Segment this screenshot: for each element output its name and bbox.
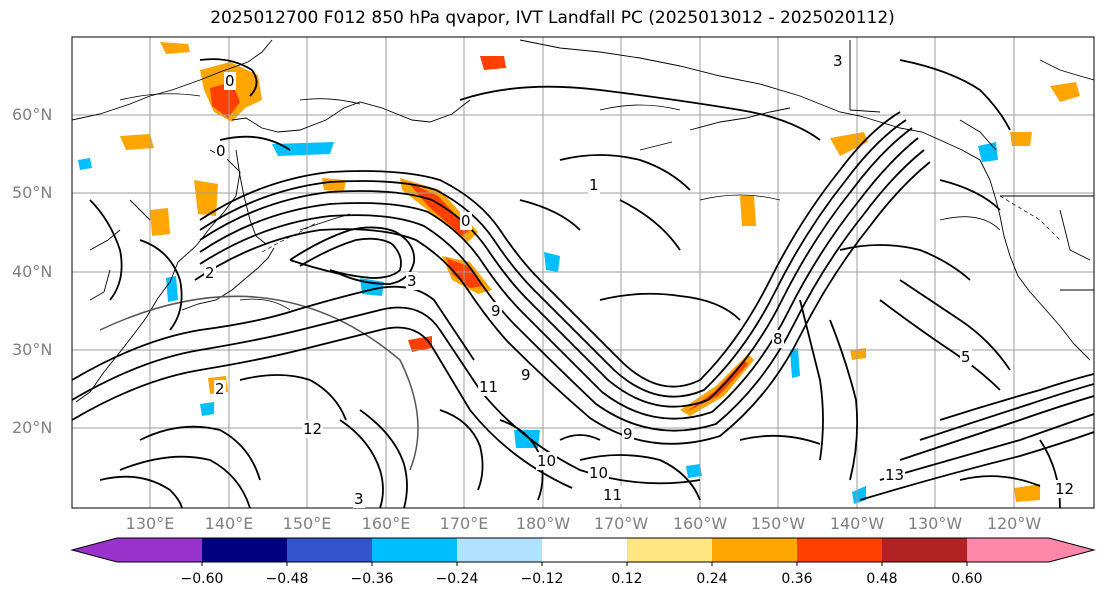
contour-label: 2 (204, 264, 216, 282)
colorbar-tick: 0.60 (951, 571, 983, 587)
lat-label-20n: 20°N (12, 418, 53, 437)
lon-label: 170°E (439, 514, 489, 533)
colorbar-segment-2 (287, 538, 372, 562)
lon-label: 150°E (282, 514, 332, 533)
lon-label: 140°E (204, 514, 254, 533)
lon-label: 150°W (750, 514, 806, 533)
lat-label-30n: 30°N (12, 340, 53, 359)
contour-label: 3 (832, 52, 844, 70)
lon-label: 130°W (907, 514, 963, 533)
colorbar-segment-0 (72, 538, 202, 562)
colorbar-segment-1 (202, 538, 287, 562)
colorbar-tick: −0.60 (180, 571, 224, 587)
map-title: 2025012700 F012 850 hPa qvapor, IVT Land… (210, 8, 895, 28)
contour-label: 2 (214, 380, 226, 398)
contour-label: 9 (490, 302, 502, 320)
colorbar (70, 537, 1096, 566)
colorbar-tick: −0.48 (265, 571, 309, 587)
contour-label: 12 (1054, 480, 1076, 498)
lon-label: 180°W (515, 514, 571, 533)
colorbar-tick: 0.48 (866, 571, 898, 587)
contour-label: 0 (460, 212, 472, 230)
ivt-contours (72, 58, 1094, 508)
contour-label: 3 (406, 272, 418, 290)
lat-label-60n: 60°N (12, 105, 53, 124)
colorbar-segment-3 (372, 538, 457, 562)
lon-label: 120°W (986, 514, 1042, 533)
colorbar-segment-9 (882, 538, 967, 562)
lat-label-50n: 50°N (12, 183, 53, 202)
contour-label: 11 (478, 378, 500, 396)
contour-label: 9 (622, 425, 634, 443)
colorbar-segment-7 (712, 538, 797, 562)
contour-label: 13 (884, 466, 906, 484)
colorbar-tick: −0.12 (520, 571, 564, 587)
colorbar-tick: 0.24 (696, 571, 728, 587)
colorbar-tick: 0.12 (611, 571, 643, 587)
lon-label: 160°E (361, 514, 411, 533)
lon-label: 140°W (829, 514, 885, 533)
map-plot-area (72, 37, 1094, 508)
contour-label: 12 (302, 420, 324, 438)
colorbar-tick: −0.36 (350, 571, 394, 587)
map-frame (71, 36, 1095, 509)
contour-label: 5 (960, 348, 972, 366)
contour-label: 9 (520, 366, 532, 384)
colorbar-tick: −0.24 (435, 571, 479, 587)
colorbar-tick: 0.36 (781, 571, 813, 587)
contour-label: 1 (588, 176, 600, 194)
lon-label: 170°W (593, 514, 649, 533)
lon-label: 160°W (672, 514, 728, 533)
colorbar-outline (70, 537, 1096, 563)
lat-label-40n: 40°N (12, 262, 53, 281)
contour-label: 8 (772, 330, 784, 348)
colorbar-segment-5 (542, 538, 627, 562)
coastlines (72, 39, 1094, 403)
contour-label: 11 (602, 486, 624, 504)
contour-label: 10 (536, 452, 558, 470)
colorbar-segment-6 (627, 538, 712, 562)
contour-label: 0 (215, 142, 227, 160)
contour-label: 0 (224, 72, 236, 90)
contour-label: 3 (353, 490, 365, 508)
qvapor-contours (119, 93, 1001, 311)
colorbar-segment-10 (967, 538, 1094, 562)
graticule (72, 37, 1094, 508)
colorbar-segment-8 (797, 538, 882, 562)
colorbar-segment-4 (457, 538, 542, 562)
lon-label: 130°E (125, 514, 175, 533)
contour-label: 10 (588, 464, 610, 482)
